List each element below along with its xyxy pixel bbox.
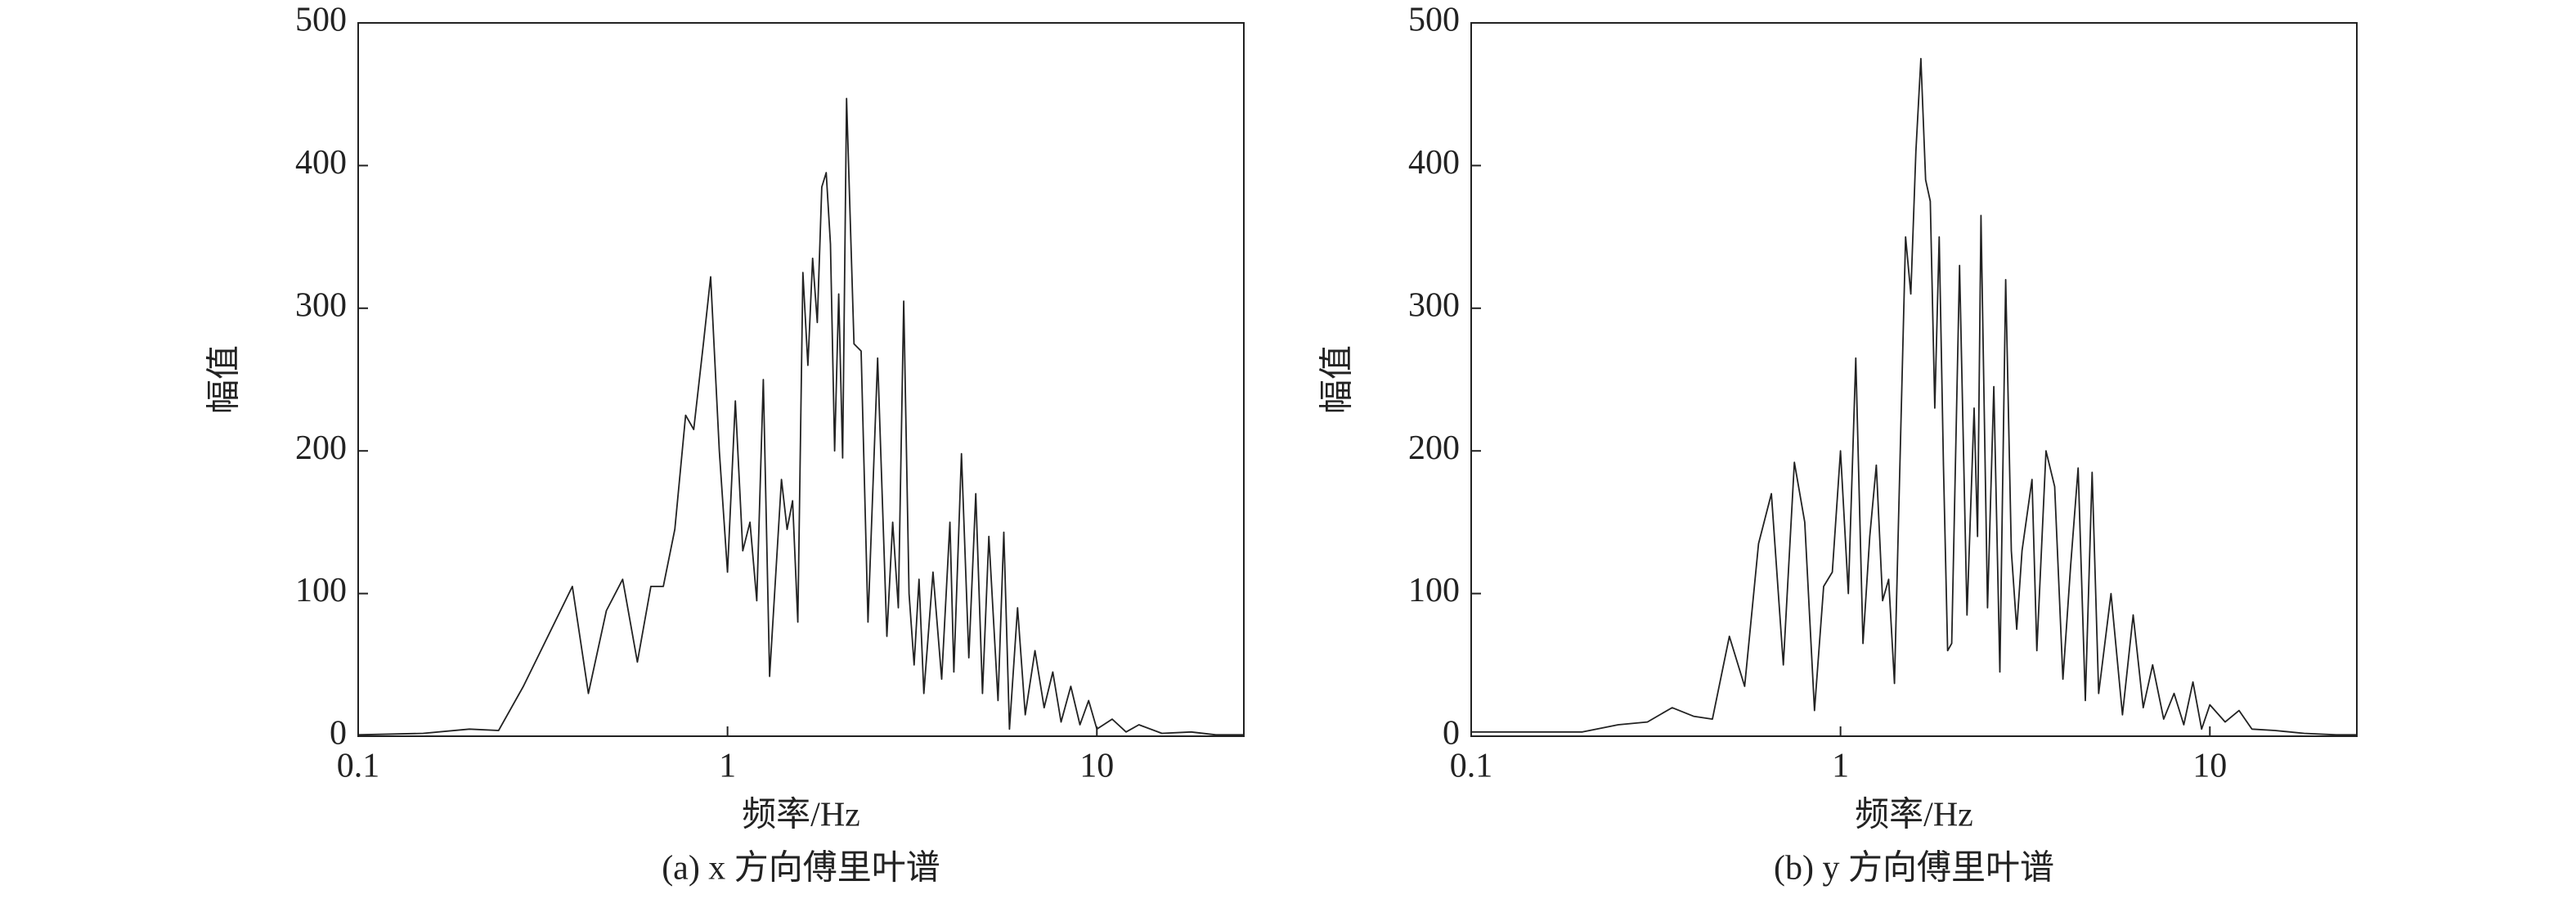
- y-tick-label: 500: [1408, 2, 1460, 39]
- y-tick-label: 400: [295, 144, 347, 182]
- y-tick-label: 500: [295, 2, 347, 39]
- x-tick-label: 0.1: [337, 748, 380, 785]
- x-axis-label: 频率/Hz: [1855, 796, 1973, 834]
- plot-frame: [1470, 22, 2358, 737]
- y-tick-label: 0: [1443, 715, 1460, 753]
- chart-caption: (a) x 方向傅里叶谱: [662, 850, 940, 888]
- x-tick-label: 10: [1079, 748, 1114, 785]
- chart-caption: (b) y 方向傅里叶谱: [1774, 850, 2054, 888]
- y-axis-label: 幅值: [1319, 345, 1357, 414]
- y-tick-label: 100: [295, 572, 347, 609]
- plot-frame: [357, 22, 1245, 737]
- y-tick-label: 0: [330, 715, 347, 753]
- y-tick-label: 200: [1408, 429, 1460, 467]
- data-line: [1471, 57, 2357, 736]
- x-tick-label: 10: [2192, 748, 2227, 785]
- x-tick-label: 0.1: [1450, 748, 1493, 785]
- y-tick-label: 100: [1408, 572, 1460, 609]
- x-tick-label: 1: [1832, 748, 1849, 785]
- data-line: [357, 97, 1244, 736]
- x-tick-label: 1: [719, 748, 736, 785]
- x-axis-label: 频率/Hz: [742, 796, 860, 834]
- y-tick-label: 200: [295, 429, 347, 467]
- y-tick-label: 300: [295, 286, 347, 324]
- y-axis-label: 幅值: [206, 345, 244, 414]
- y-tick-label: 300: [1408, 286, 1460, 324]
- y-tick-label: 400: [1408, 144, 1460, 182]
